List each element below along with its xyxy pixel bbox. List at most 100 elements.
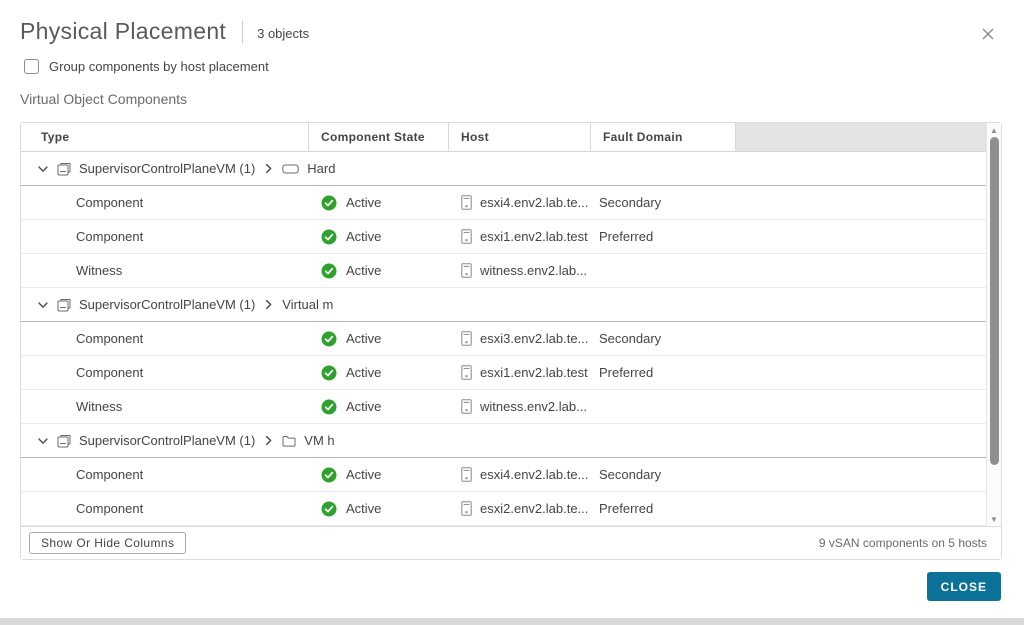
host-icon bbox=[461, 263, 472, 278]
table-row[interactable]: Component Active esxi2.env2.lab.te... Prefe… bbox=[21, 492, 988, 526]
group-vm-name: SupervisorControlPlaneVM (1) bbox=[79, 161, 256, 176]
table-row[interactable]: Component Active esxi1.env2.lab.test Prefer… bbox=[21, 356, 988, 390]
group-header-row[interactable]: SupervisorControlPlaneVM (1) Virtual m bbox=[21, 288, 988, 322]
table-row[interactable]: Witness Active witness.env2.lab... bbox=[21, 254, 988, 288]
scroll-up-icon[interactable]: ▲ bbox=[990, 126, 998, 135]
component-state: Active bbox=[346, 365, 382, 380]
column-header-fault-domain[interactable]: Fault Domain bbox=[591, 123, 736, 151]
section-label: Virtual Object Components bbox=[20, 91, 188, 107]
backdrop-strip bbox=[0, 618, 1024, 625]
show-hide-columns-button[interactable]: Show Or Hide Columns bbox=[29, 532, 187, 554]
group-header-row[interactable]: SupervisorControlPlaneVM (1) Hard bbox=[21, 152, 988, 186]
type-cell: Witness bbox=[21, 399, 309, 414]
component-state: Active bbox=[346, 229, 382, 244]
component-state: Active bbox=[346, 195, 382, 210]
close-button[interactable]: CLOSE bbox=[926, 572, 1001, 601]
vertical-scrollbar[interactable]: ▲ ▼ bbox=[986, 123, 1001, 528]
group-by-host-checkbox[interactable]: Group components by host placement bbox=[24, 59, 269, 74]
component-state: Active bbox=[346, 263, 382, 278]
component-type: Component bbox=[76, 195, 144, 210]
component-state-cell: Active bbox=[309, 365, 449, 381]
type-cell: Component bbox=[21, 229, 309, 244]
component-type: Witness bbox=[76, 399, 123, 414]
table-row[interactable]: Component Active esxi4.env2.lab.te... Secon… bbox=[21, 186, 988, 220]
table-row[interactable]: Component Active esxi1.env2.lab.test Prefer… bbox=[21, 220, 988, 254]
host-name: esxi3.env2.lab.te... bbox=[480, 331, 589, 346]
component-type: Component bbox=[76, 467, 144, 482]
components-summary: 9 vSAN components on 5 hosts bbox=[818, 536, 987, 550]
title-divider bbox=[242, 20, 244, 43]
host-name: esxi2.env2.lab.te... bbox=[480, 501, 589, 516]
fault-domain-cell: Secondary bbox=[591, 195, 736, 210]
table-row[interactable]: Witness Active witness.env2.lab... bbox=[21, 390, 988, 424]
host-name: esxi1.env2.lab.test bbox=[480, 365, 588, 380]
component-state: Active bbox=[346, 399, 382, 414]
table-row[interactable]: Component Active esxi3.env2.lab.te... Secon… bbox=[21, 322, 988, 356]
column-header-filler bbox=[736, 123, 988, 151]
host-cell: witness.env2.lab... bbox=[449, 263, 591, 278]
close-icon[interactable] bbox=[980, 26, 996, 42]
chevron-right-icon bbox=[263, 435, 274, 446]
table-header-row: Type Component State Host Fault Domain bbox=[21, 123, 988, 152]
checkbox-label: Group components by host placement bbox=[49, 59, 269, 74]
fault-domain-cell: Preferred bbox=[591, 365, 736, 380]
component-state: Active bbox=[346, 501, 382, 516]
check-circle-icon bbox=[321, 263, 337, 279]
component-type: Component bbox=[76, 501, 144, 516]
components-table: Type Component State Host Fault Domain S… bbox=[20, 122, 1002, 560]
type-cell: Component bbox=[21, 365, 309, 380]
vm-icon bbox=[57, 298, 71, 312]
fault-domain-cell: Preferred bbox=[591, 501, 736, 516]
column-header-component-state[interactable]: Component State bbox=[309, 123, 449, 151]
host-cell: esxi4.env2.lab.te... bbox=[449, 467, 591, 482]
scroll-down-icon[interactable]: ▼ bbox=[990, 515, 998, 524]
host-icon bbox=[461, 399, 472, 414]
group-object-name: VM h bbox=[304, 433, 335, 448]
group-header-row[interactable]: SupervisorControlPlaneVM (1) VM h bbox=[21, 424, 988, 458]
check-circle-icon bbox=[321, 467, 337, 483]
table-footer: Show Or Hide Columns 9 vSAN components o… bbox=[21, 526, 1001, 559]
checkbox-box[interactable] bbox=[24, 59, 39, 74]
dialog-header: Physical Placement 3 objects bbox=[20, 18, 309, 45]
chevron-right-icon bbox=[263, 163, 274, 174]
component-type: Component bbox=[76, 365, 144, 380]
object-count: 3 objects bbox=[257, 26, 310, 41]
type-cell: Witness bbox=[21, 263, 309, 278]
group-object-name: Virtual m bbox=[282, 297, 334, 312]
host-icon bbox=[461, 331, 472, 346]
column-header-type[interactable]: Type bbox=[21, 123, 309, 151]
host-icon bbox=[461, 229, 472, 244]
chevron-down-icon[interactable] bbox=[37, 163, 49, 175]
group-header-cell: SupervisorControlPlaneVM (1) Virtual m bbox=[21, 297, 988, 312]
check-circle-icon bbox=[321, 229, 337, 245]
type-cell: Component bbox=[21, 501, 309, 516]
check-circle-icon bbox=[321, 195, 337, 211]
host-cell: esxi1.env2.lab.test bbox=[449, 365, 591, 380]
host-name: esxi4.env2.lab.te... bbox=[480, 467, 589, 482]
group-vm-name: SupervisorControlPlaneVM (1) bbox=[79, 433, 256, 448]
chevron-down-icon[interactable] bbox=[37, 435, 49, 447]
chevron-down-icon[interactable] bbox=[37, 299, 49, 311]
host-icon bbox=[461, 501, 472, 516]
table-body: SupervisorControlPlaneVM (1) Hard Componen… bbox=[21, 152, 988, 526]
fault-domain: Secondary bbox=[599, 331, 662, 346]
host-name: esxi4.env2.lab.te... bbox=[480, 195, 589, 210]
table-row[interactable]: Component Active esxi4.env2.lab.te... Secon… bbox=[21, 458, 988, 492]
check-circle-icon bbox=[321, 365, 337, 381]
component-type: Component bbox=[76, 229, 144, 244]
group-header-cell: SupervisorControlPlaneVM (1) VM h bbox=[21, 433, 988, 448]
fault-domain: Secondary bbox=[599, 195, 662, 210]
host-cell: esxi4.env2.lab.te... bbox=[449, 195, 591, 210]
host-name: esxi1.env2.lab.test bbox=[480, 229, 588, 244]
host-cell: witness.env2.lab... bbox=[449, 399, 591, 414]
scrollbar-thumb[interactable] bbox=[990, 137, 999, 465]
fault-domain: Preferred bbox=[599, 365, 654, 380]
component-state-cell: Active bbox=[309, 467, 449, 483]
group-object-name: Hard bbox=[307, 161, 336, 176]
column-header-host[interactable]: Host bbox=[449, 123, 591, 151]
component-state-cell: Active bbox=[309, 399, 449, 415]
host-name: witness.env2.lab... bbox=[480, 263, 587, 278]
component-state-cell: Active bbox=[309, 331, 449, 347]
chevron-right-icon bbox=[263, 299, 274, 310]
